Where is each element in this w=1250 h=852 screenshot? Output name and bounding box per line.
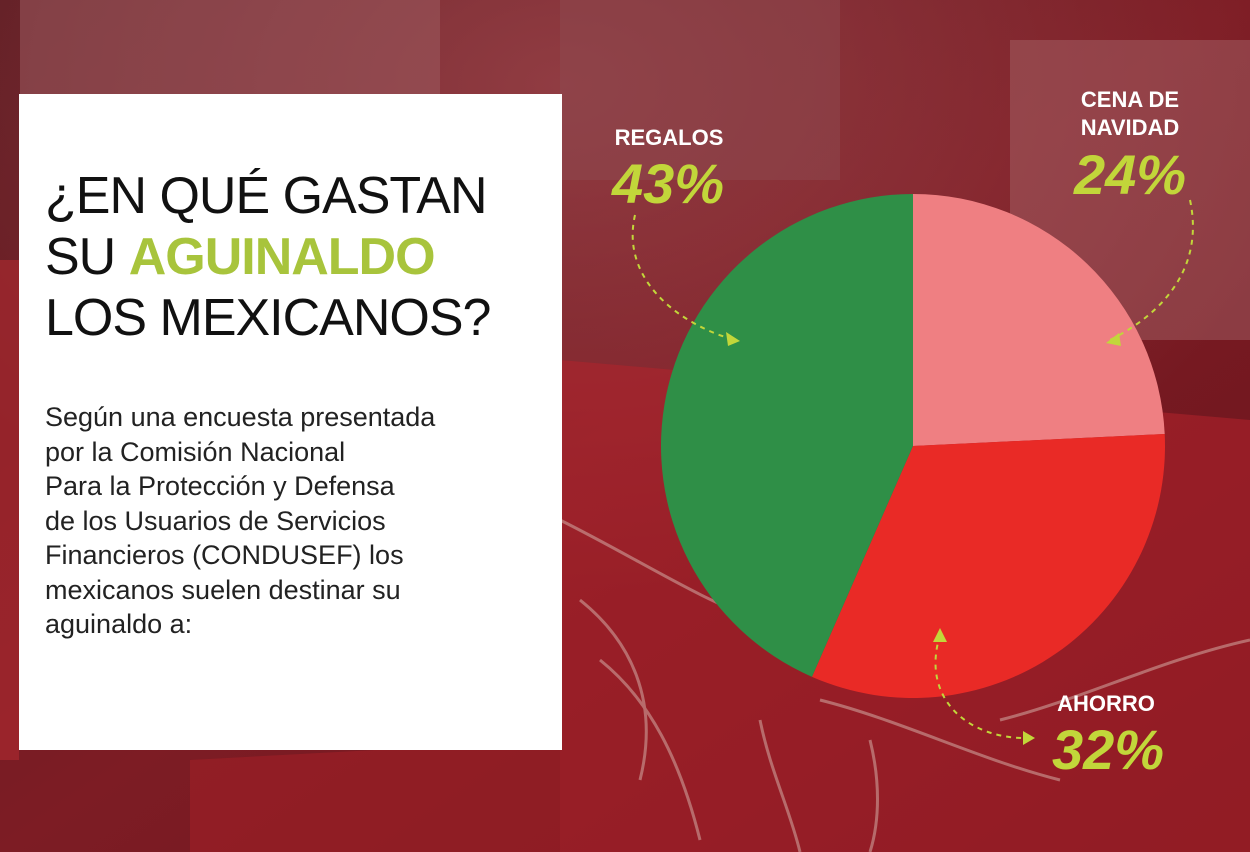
headline-line-1: ¿EN QUÉ GASTAN xyxy=(45,167,488,225)
slice-value-regalos: 43% xyxy=(612,152,725,215)
headline-line-2: SU AGUINALDO xyxy=(45,227,555,288)
info-card: ¿EN QUÉ GASTAN SU AGUINALDO LOS MEXICANO… xyxy=(19,94,562,750)
arrowhead-ahorro xyxy=(933,628,947,642)
headline-line-2-prefix: SU xyxy=(45,228,129,286)
connector-lines xyxy=(631,199,1194,740)
slice-label-line: CENA DE xyxy=(1080,87,1180,112)
body-line: Según una encuesta presentada xyxy=(45,402,436,432)
connector-arrowheads xyxy=(726,332,1121,745)
arrowhead-regalos xyxy=(726,332,740,346)
connector-cena xyxy=(1109,199,1194,341)
headline-line-3: LOS MEXICANOS? xyxy=(45,289,491,347)
connector-ahorro xyxy=(934,634,1031,740)
pie-slice-regalos xyxy=(661,194,913,677)
arrowhead-cena xyxy=(1106,333,1121,346)
arrowhead-ahorro-end xyxy=(1023,731,1035,745)
body-line: por la Comisión Nacional xyxy=(45,436,346,467)
body-text: Según una encuesta presentada por la Com… xyxy=(45,400,545,642)
body-line: aguinaldo a: xyxy=(45,609,193,639)
connector-regalos xyxy=(631,214,736,341)
body-line: Para la Protección y Defensa xyxy=(45,471,395,501)
body-line: mexicanos suelen destinar su xyxy=(45,574,401,605)
slice-label-line: NAVIDAD xyxy=(1080,115,1180,140)
pie-slices xyxy=(661,194,1165,698)
body-line: Financieros (CONDUSEF) los xyxy=(45,540,404,570)
body-line: de los Usuarios de Servicios xyxy=(45,505,386,536)
slice-value-cena-de-navidad: 24% xyxy=(1074,143,1187,206)
pie-slice-cena-de-navidad xyxy=(913,194,1165,446)
slice-value-ahorro: 32% xyxy=(1052,718,1165,781)
slice-label-ahorro: AHORRO xyxy=(1057,691,1155,716)
slice-label-regalos: REGALOS xyxy=(614,125,724,150)
slice-label-cena-de-navidad: CENA DE NAVIDAD xyxy=(1060,86,1200,142)
pie-slice-ahorro xyxy=(811,434,1165,698)
headline-highlight: AGUINALDO xyxy=(128,228,436,286)
headline: ¿EN QUÉ GASTAN SU AGUINALDO LOS MEXICANO… xyxy=(45,166,555,349)
